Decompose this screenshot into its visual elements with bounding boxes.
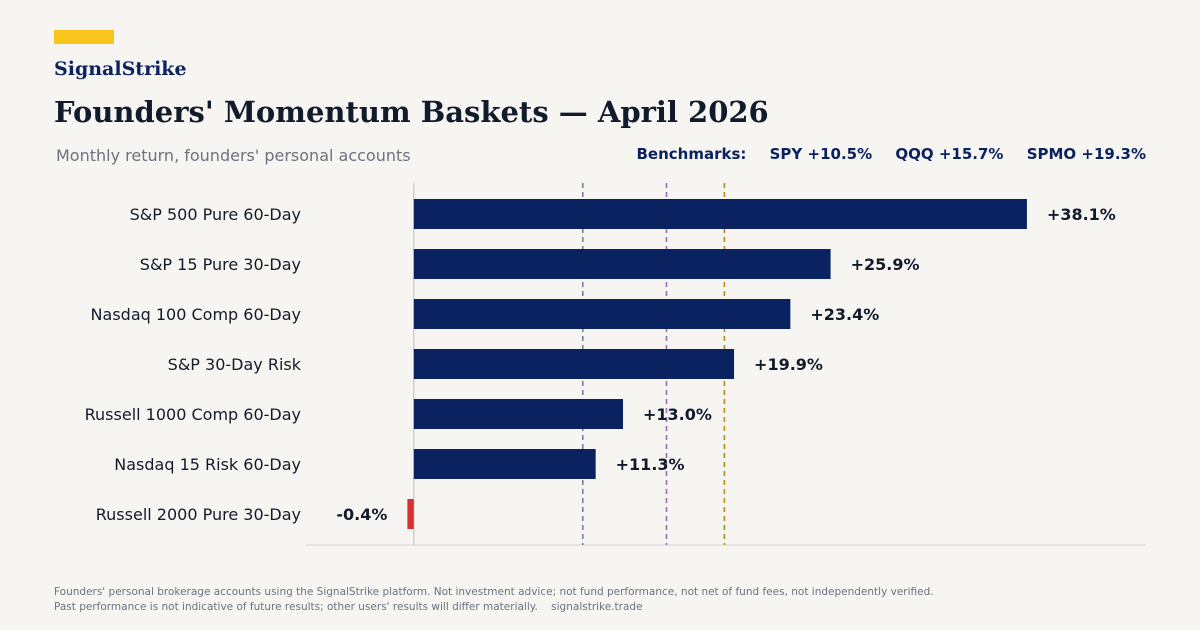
footer-line-2-text: Past performance is not indicative of fu…	[54, 601, 538, 613]
value-label-2: +23.4%	[810, 305, 879, 324]
category-label-3: S&P 30-Day Risk	[168, 355, 302, 374]
bar-6	[407, 499, 414, 529]
bar-3	[413, 349, 735, 379]
value-label-4: +13.0%	[643, 405, 712, 424]
bar-0	[413, 199, 1027, 229]
category-label-1: S&P 15 Pure 30-Day	[140, 255, 301, 274]
bar-1	[413, 249, 831, 279]
category-label-4: Russell 1000 Comp 60-Day	[85, 405, 301, 424]
category-label-2: Nasdaq 100 Comp 60-Day	[91, 305, 301, 324]
benchmark-spmo: SPMO +19.3%	[1026, 145, 1146, 163]
benchmarks-prefix: Benchmarks:	[636, 145, 747, 163]
category-label-5: Nasdaq 15 Risk 60-Day	[114, 455, 301, 474]
bar-4	[413, 399, 624, 429]
value-label-0: +38.1%	[1047, 205, 1116, 224]
benchmarks-legend: Benchmarks: SPY +10.5% QQQ +15.7% SPMO +…	[636, 145, 1146, 163]
bar-5	[413, 449, 596, 479]
value-label-3: +19.9%	[754, 355, 823, 374]
footer-line-2: Past performance is not indicative of fu…	[54, 600, 934, 615]
benchmark-spy: SPY +10.5%	[769, 145, 873, 163]
value-label-1: +25.9%	[851, 255, 920, 274]
category-label-0: S&P 500 Pure 60-Day	[130, 205, 301, 224]
chart-title: Founders' Momentum Baskets — April 2026	[54, 95, 769, 129]
bar-2	[413, 299, 791, 329]
footer-line-1: Founders' personal brokerage accounts us…	[54, 586, 934, 598]
chart-subtitle: Monthly return, founders' personal accou…	[56, 146, 411, 165]
value-label-6: -0.4%	[336, 505, 387, 524]
benchmark-qqq: QQQ +15.7%	[895, 145, 1004, 163]
value-label-5: +11.3%	[616, 455, 685, 474]
footer-disclaimer: Founders' personal brokerage accounts us…	[54, 585, 934, 615]
brand-logo: SignalStrike	[54, 58, 187, 80]
brand-accent-bar	[54, 30, 114, 44]
category-label-6: Russell 2000 Pure 30-Day	[96, 505, 301, 524]
footer-url: signalstrike.trade	[551, 601, 643, 613]
